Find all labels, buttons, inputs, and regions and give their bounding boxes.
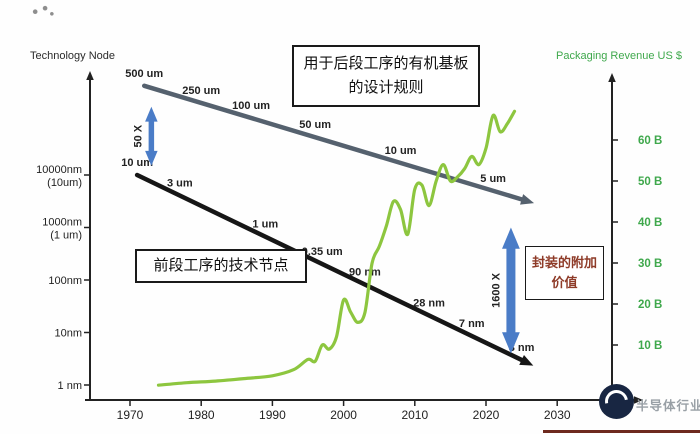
left-axis-arrowhead: [86, 71, 94, 80]
packaging-value-line2: 价值: [551, 275, 578, 290]
x-axis-tick-label: 2010: [401, 408, 428, 422]
x-axis-tick-label: 2030: [544, 408, 571, 422]
front-end-node-point-label: 3 um: [167, 178, 193, 190]
left-axis-tick-label: 1000nm: [42, 217, 82, 229]
left-axis-tick-sublabel: (1 um): [50, 230, 82, 242]
substrate-design-rule-point-label: 100 um: [232, 100, 270, 112]
right-axis-title: Packaging Revenue US $: [556, 50, 682, 62]
substrate-design-rule-point-label: 50 um: [299, 119, 331, 131]
watermark-text: 半导体行业观察: [636, 399, 700, 413]
left-axis-tick-label: 100nm: [48, 275, 82, 287]
value-multiplier-arrowhead-top: [145, 106, 158, 122]
corner-artifact: [30, 4, 56, 18]
front-end-node-line: [134, 172, 524, 363]
left-axis-title: Technology Node: [30, 50, 116, 62]
substrate-design-rule-arrowhead: [520, 194, 535, 205]
front-end-node-point-label: 0.35 um: [302, 246, 343, 258]
value-multiplier-label: 50 X: [133, 124, 145, 147]
right-axis-tick-label: 20 B: [638, 299, 662, 311]
front-end-node-point-label: 10 um: [121, 157, 153, 169]
left-axis-tick-label: 10nm: [54, 328, 82, 340]
right-axis-tick-label: 60 B: [638, 135, 662, 147]
right-axis-arrowhead: [608, 73, 616, 82]
value-multiplier-arrowhead-bottom: [502, 332, 520, 354]
front-end-annotation-box: 前段工序的技术节点: [135, 249, 307, 283]
packaging-value-annotation-box: 封装的附加 价值: [525, 246, 604, 300]
substrate-design-rule-point-label: 250 um: [182, 85, 220, 97]
front-end-node-point-label: 90 nm: [349, 267, 381, 279]
watermark-divider-line: [543, 430, 700, 433]
substrate-design-rule-line: [141, 83, 524, 202]
design-rule-annotation-line2: 的设计规则: [348, 79, 424, 96]
value-multiplier-arrowhead-bottom: [145, 150, 158, 166]
left-axis-tick-label: 10000nm: [36, 164, 82, 176]
x-axis-tick-label: 2020: [473, 408, 500, 422]
front-end-node-point-label: 3 nm: [509, 342, 535, 354]
x-axis-tick-label: 1980: [188, 408, 215, 422]
packaging-revenue-line: [156, 109, 517, 387]
x-axis-arrowhead: [634, 396, 643, 404]
right-axis-tick-label: 10 B: [638, 340, 662, 352]
front-end-node-point-label: 28 nm: [413, 297, 445, 309]
x-axis-tick-label: 2000: [330, 408, 357, 422]
value-multiplier-arrowhead-top: [502, 227, 520, 249]
left-axis-tick-sublabel: (10um): [47, 177, 82, 189]
value-multiplier-label: 1600 X: [490, 272, 502, 308]
watermark-logo-icon: [599, 384, 634, 419]
design-rule-annotation-box: 用于后段工序的有机基板 的设计规则: [292, 45, 480, 107]
front-end-node-point-label: 1 um: [252, 219, 278, 231]
x-axis-tick-label: 1970: [117, 408, 144, 422]
left-axis-tick-label: 1 nm: [58, 380, 82, 392]
substrate-design-rule-point-label: 500 um: [125, 68, 163, 80]
front-end-node-point-label: 7 nm: [459, 318, 485, 330]
right-axis-tick-label: 30 B: [638, 258, 662, 270]
front-end-node-arrowhead: [519, 355, 534, 366]
packaging-value-line1: 封装的附加: [531, 255, 597, 270]
right-axis-tick-label: 40 B: [638, 217, 662, 229]
design-rule-annotation-line1: 用于后段工序的有机基板: [303, 55, 469, 72]
x-axis-tick-label: 1990: [259, 408, 286, 422]
right-axis-tick-label: 50 B: [638, 176, 662, 188]
substrate-design-rule-point-label: 5 um: [480, 173, 506, 185]
substrate-design-rule-point-label: 10 um: [385, 145, 417, 157]
